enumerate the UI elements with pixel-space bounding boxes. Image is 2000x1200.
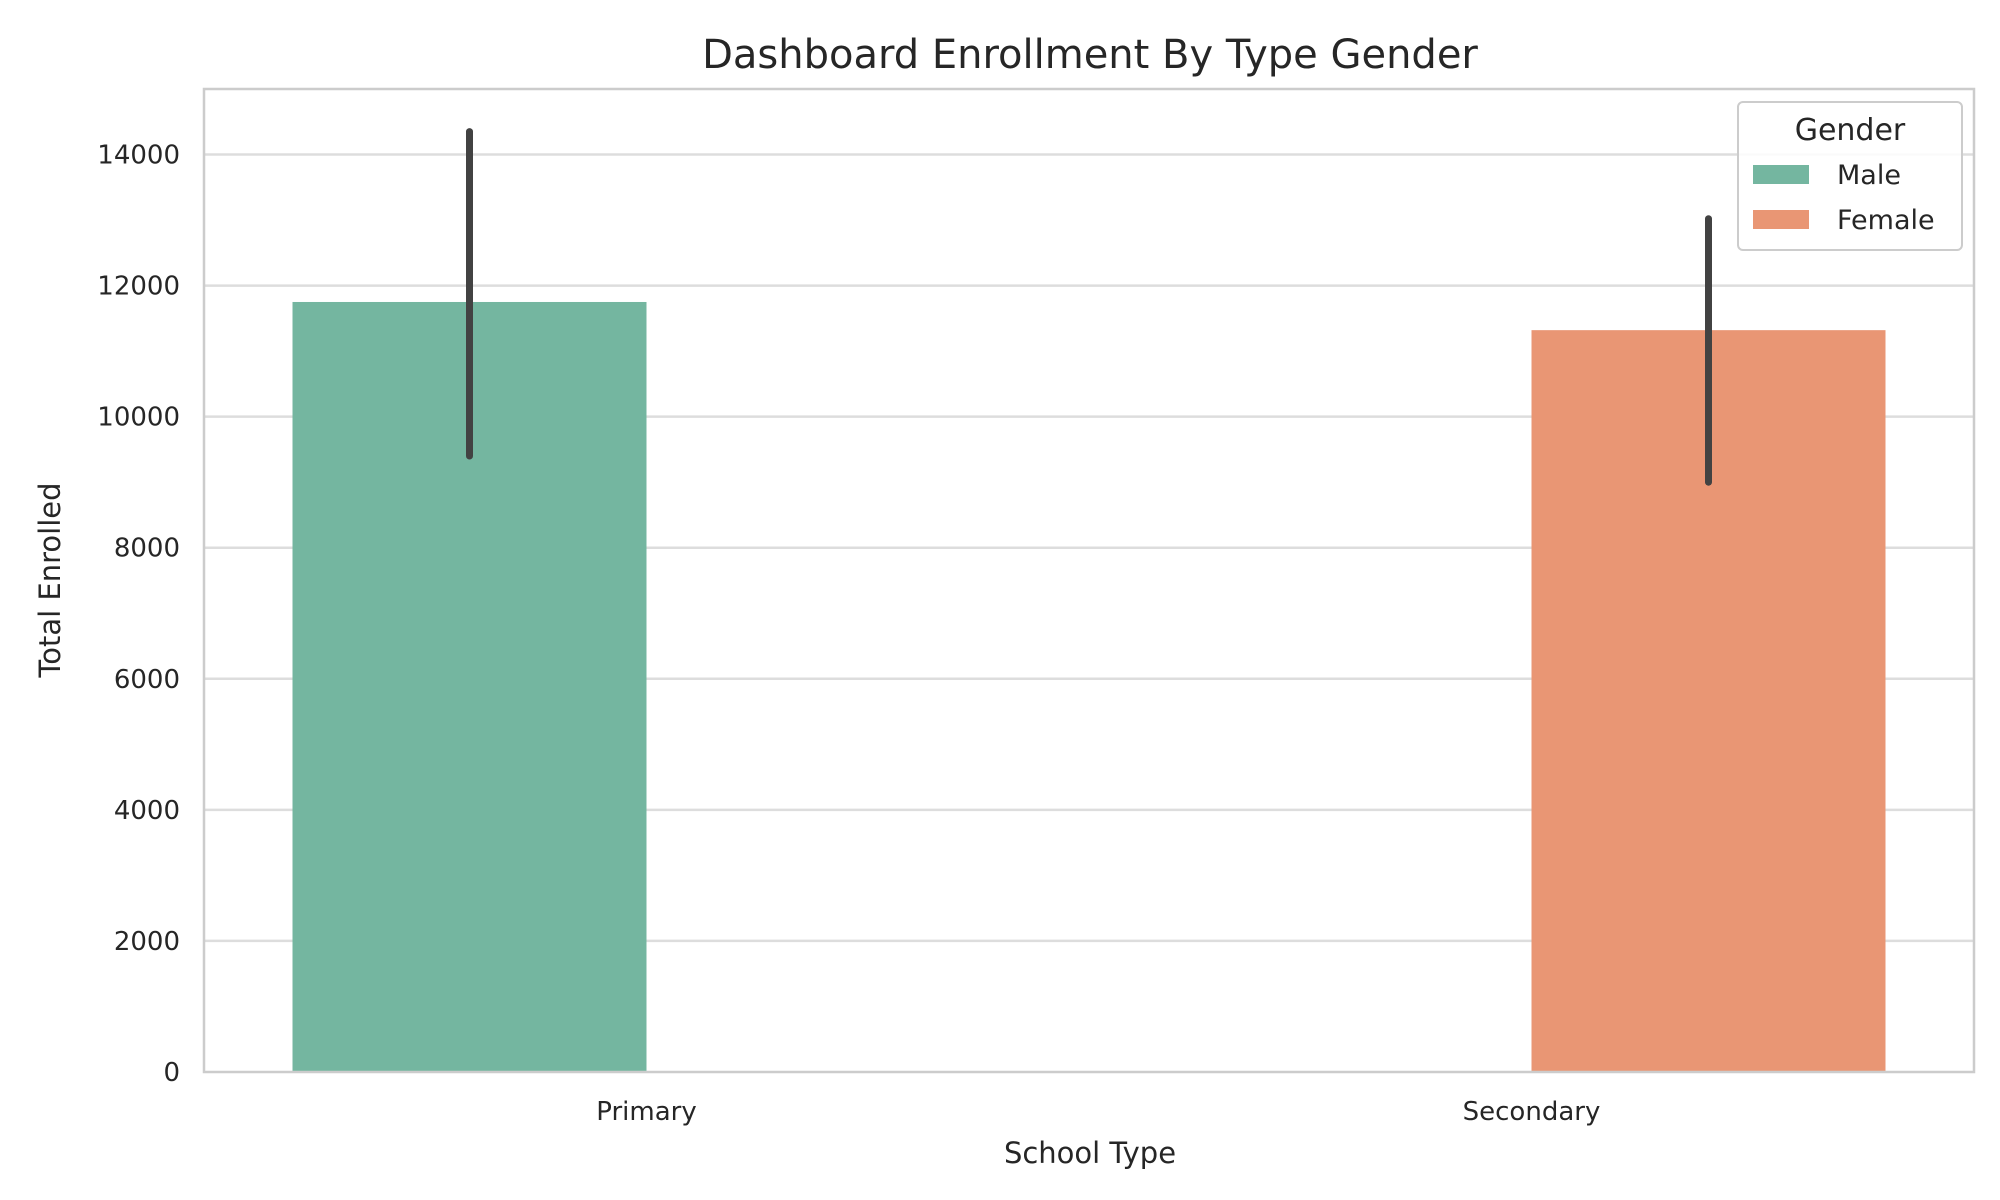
legend-items: Male Female [1753,160,1935,236]
y-axis-label: Total Enrolled [33,482,67,678]
plot-area [202,87,1976,1074]
legend-title: Gender [1795,113,1906,148]
y-tick-label: 0 [163,1058,180,1088]
x-tick-label: Primary [596,1097,696,1127]
y-tick-label: 10000 [97,403,180,433]
legend-swatch-female [1753,210,1809,229]
x-tick-label: Secondary [1463,1097,1601,1127]
chart-title: Dashboard Enrollment By Type Gender [702,32,1478,78]
legend-label-male: Male [1837,160,1901,191]
y-tick-label: 6000 [114,665,180,695]
legend-label-female: Female [1837,205,1935,236]
y-tick-label: 14000 [97,141,180,171]
error-bars [466,128,1712,486]
y-tick-label: 8000 [114,534,180,564]
x-axis-ticks: Primary Secondary [596,1097,1600,1127]
legend-swatch-male [1753,165,1809,184]
y-tick-label: 2000 [114,927,180,957]
legend: Gender Male Female [1737,101,1963,251]
plot-border [202,87,1976,1074]
y-axis-ticks: 0 2000 4000 6000 8000 10000 12000 14000 [97,141,180,1088]
x-axis-label: School Type [1004,1136,1176,1170]
y-tick-label: 4000 [114,796,180,826]
y-tick-label: 12000 [97,272,180,302]
